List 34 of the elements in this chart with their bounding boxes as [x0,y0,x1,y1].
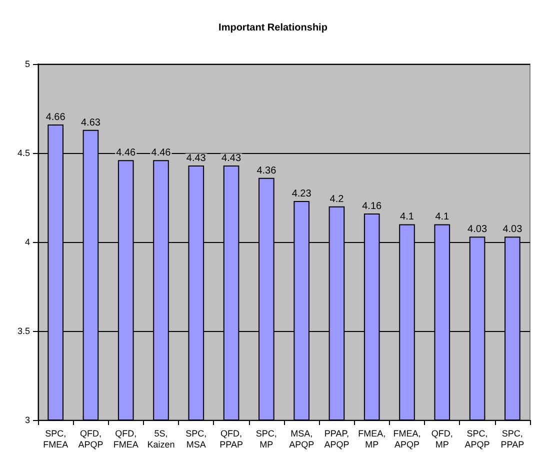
x-tick-label: QFD, MP [431,428,453,450]
y-tick-label: 3.5 [17,326,30,336]
data-label: 4.46 [116,148,136,159]
x-tick-label: FMEA, APQP [393,428,421,450]
y-tick-label: 4.5 [17,148,30,158]
data-label: 4.16 [362,201,382,212]
x-tick-label: FMEA, MP [358,428,386,450]
data-label: 4.1 [435,212,450,223]
chart-title: Important Relationship [218,22,328,34]
data-label: 4.63 [80,117,101,128]
data-label: 4.46 [151,148,172,159]
x-tick-label: SPC, MSA [186,428,207,450]
y-tick-label: 4 [24,237,30,247]
x-tick-label: SPC, MP [256,428,277,450]
data-label: 4.2 [330,194,344,205]
y-tick-label: 3 [24,415,30,425]
data-label: 4.43 [222,152,242,164]
x-tick-label: QFD, PPAP [220,428,243,450]
data-label: 4.36 [256,165,277,176]
data-label: 4.43 [186,152,206,164]
y-tick-label: 5 [24,59,30,69]
x-tick-label: SPC, PPAP [500,428,524,450]
data-label: 4.23 [292,188,312,200]
x-tick-label: SPC, FMEA [43,428,68,450]
x-tick-label: SPC, APQP [464,428,490,450]
data-label: 4.03 [468,224,488,236]
x-tick-label: MSA, APQP [289,428,314,450]
x-tick-label: QFD, FMEA [113,428,138,450]
x-tick-label: PPAP, APQP [324,428,350,450]
x-tick-label: QFD, APQP [78,428,104,450]
data-label: 4.1 [400,212,414,223]
x-tick-label: 5S, Kaizen [147,428,175,450]
data-label: 4.03 [502,224,523,236]
data-label: 4.66 [46,112,66,124]
